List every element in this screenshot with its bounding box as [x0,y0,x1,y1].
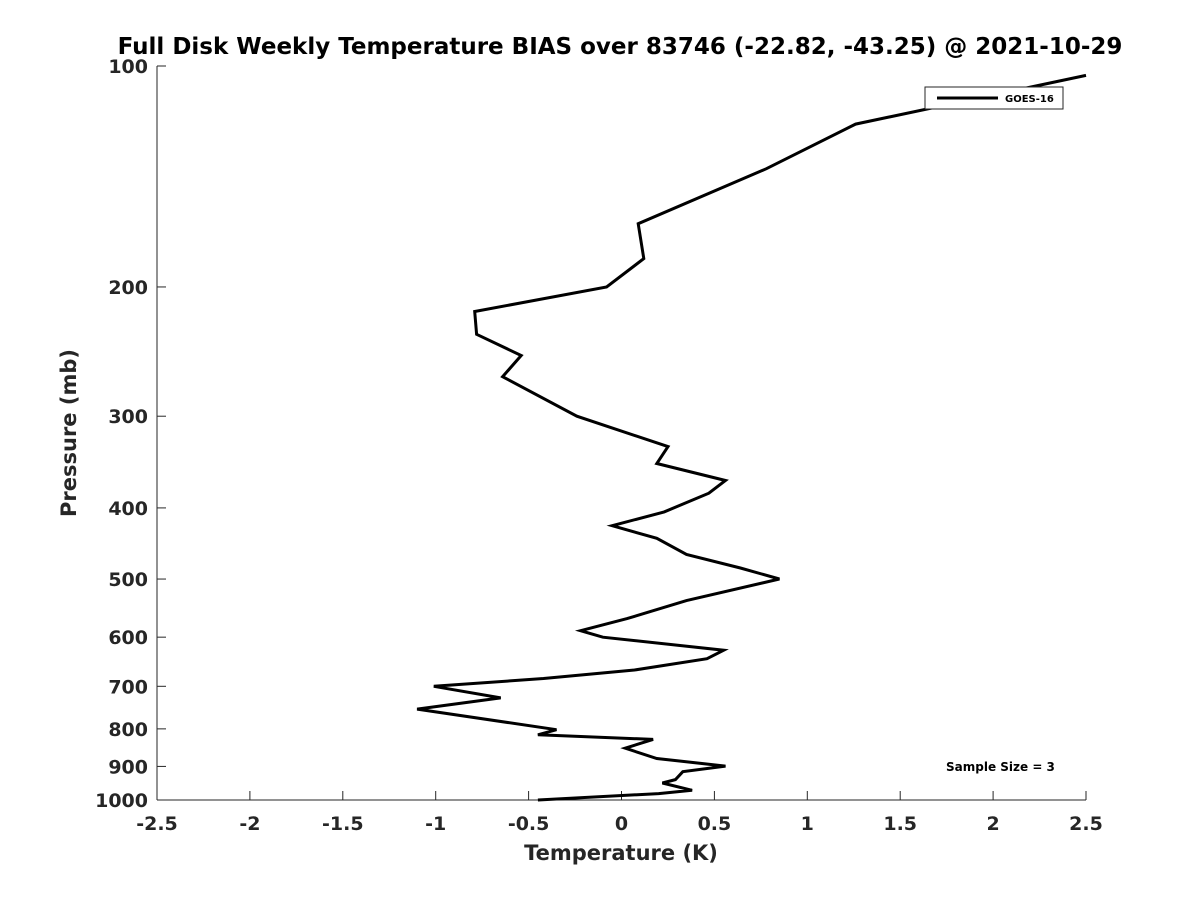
x-tick-label: 2 [986,813,999,835]
x-axis-ticks: -2.5 -2 -1.5 -1 -0.5 0 0.5 1 1.5 2 2.5 [136,791,1103,835]
y-tick-label: 800 [108,719,148,741]
x-tick-label: -1 [425,813,446,835]
y-tick-label: 200 [108,277,148,299]
legend-label: GOES-16 [1005,94,1054,105]
x-tick-label: -2.5 [136,813,178,835]
y-tick-label: 1000 [95,790,148,812]
x-tick-label: 0 [615,813,628,835]
x-tick-label: -1.5 [322,813,364,835]
series-line-goes-16 [416,73,1087,802]
y-tick-label: 100 [108,56,148,78]
sample-size-annotation: Sample Size = 3 [946,760,1055,774]
y-axis-ticks: 100 200 300 400 500 600 700 800 900 1000 [95,56,166,812]
x-tick-label: -2 [239,813,260,835]
y-tick-label: 500 [108,569,148,591]
x-tick-label: 1.5 [883,813,917,835]
x-tick-label: 2.5 [1069,813,1103,835]
x-tick-label: 0.5 [698,813,732,835]
y-tick-label: 400 [108,498,148,520]
plot-area [156,66,1086,801]
legend: GOES-16 [924,86,1064,110]
x-axis-label: Temperature (K) [524,841,718,865]
y-tick-label: 300 [108,406,148,428]
y-tick-label: 700 [108,676,148,698]
chart-title: Full Disk Weekly Temperature BIAS over 8… [118,34,1123,60]
y-axis-label: Pressure (mb) [57,349,81,517]
series-layer [416,73,1087,802]
x-tick-label: -0.5 [508,813,550,835]
y-tick-label: 600 [108,627,148,649]
x-tick-label: 1 [801,813,814,835]
y-tick-label: 900 [108,756,148,778]
